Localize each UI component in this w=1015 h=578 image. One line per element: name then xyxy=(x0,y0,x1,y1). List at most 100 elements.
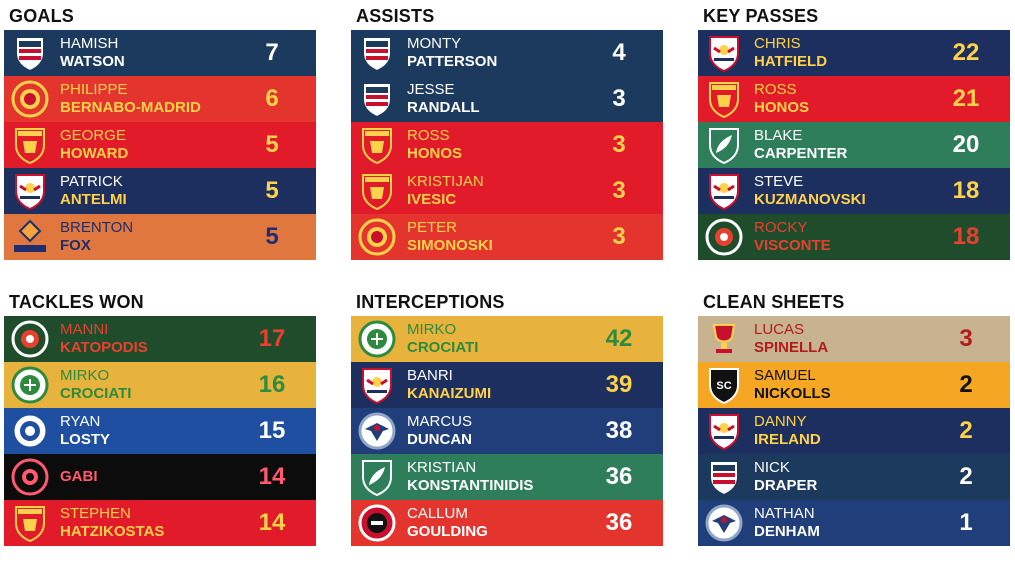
player-last-name: HONOS xyxy=(407,145,463,162)
dunedin-crest-icon xyxy=(355,31,399,75)
player-row: LUCAS SPINELLA 3 xyxy=(698,316,1010,362)
player-name: BANRI KANAIZUMI xyxy=(407,367,491,403)
player-name: LUCAS SPINELLA xyxy=(754,321,828,357)
stat-value: 5 xyxy=(265,131,279,158)
player-last-name: FOX xyxy=(60,237,91,254)
stat-value: 18 xyxy=(952,177,980,204)
panel-goals: GOALS HAMISH WATSON 7 PHILIPPE BERNABO-MADRI… xyxy=(4,0,316,260)
united-crest-icon xyxy=(8,77,52,121)
player-name: BRENTON FOX xyxy=(60,219,133,255)
green-ball-crest-icon xyxy=(355,317,399,361)
player-name: JESSE RANDALL xyxy=(407,81,480,117)
player-row: CHRIS HATFIELD 22 xyxy=(698,30,1010,76)
player-last-name: HOWARD xyxy=(60,145,129,162)
player-last-name: KANAIZUMI xyxy=(407,385,492,402)
stat-value: 2 xyxy=(959,371,973,398)
player-name: STEPHEN HATZIKOSTAS xyxy=(60,505,164,541)
stat-value: 3 xyxy=(612,177,626,204)
player-last-name: CROCIATI xyxy=(60,385,132,402)
player-row: SC SAMUEL NICKOLLS 2 xyxy=(698,362,1010,408)
player-name: ROSS HONOS xyxy=(754,81,809,117)
stat-value: 3 xyxy=(612,85,626,112)
player-first-name: BRENTON xyxy=(60,219,134,236)
player-first-name: PHILIPPE xyxy=(60,81,128,98)
player-name: DANNY IRELAND xyxy=(754,413,821,449)
player-first-name: SAMUEL xyxy=(754,367,816,384)
blue-round-crest-icon xyxy=(8,409,52,453)
trophy-crest-icon xyxy=(702,317,746,361)
player-last-name: HATFIELD xyxy=(754,53,828,70)
stat-value: 1 xyxy=(959,509,973,536)
player-name: MIRKO CROCIATI xyxy=(407,321,478,357)
red-bull-crest-icon xyxy=(355,363,399,407)
player-name: NICK DRAPER xyxy=(754,459,817,495)
player-first-name: MIRKO xyxy=(407,321,457,338)
player-row: MIRKO CROCIATI 16 xyxy=(4,362,316,408)
player-row: JESSE RANDALL 3 xyxy=(351,76,663,122)
red-bull-crest-icon xyxy=(702,31,746,75)
preston-lion-crest-icon xyxy=(8,123,52,167)
dunedin-crest-icon xyxy=(8,31,52,75)
player-last-name: ANTELMI xyxy=(60,191,127,208)
stat-value: 3 xyxy=(612,131,626,158)
player-name: MARCUS DUNCAN xyxy=(407,413,472,449)
player-name: CALLUM GOULDING xyxy=(407,505,488,541)
stat-value: 39 xyxy=(605,371,633,398)
player-row: ROSS HONOS 3 xyxy=(351,122,663,168)
player-first-name: STEVE xyxy=(754,173,804,190)
player-first-name: BANRI xyxy=(407,367,453,384)
red-bull-crest-icon xyxy=(702,409,746,453)
stat-value: 20 xyxy=(952,131,980,158)
player-row: MONTY PATTERSON 4 xyxy=(351,30,663,76)
panel-title: ASSISTS xyxy=(356,6,435,26)
preston-lion-crest-icon xyxy=(355,123,399,167)
player-row: BLAKE CARPENTER 20 xyxy=(698,122,1010,168)
player-name: ROCKY VISCONTE xyxy=(754,219,831,255)
stat-value: 14 xyxy=(258,509,286,536)
player-first-name: MIRKO xyxy=(60,367,110,384)
player-last-name: PATTERSON xyxy=(407,53,498,70)
player-last-name: KATOPODIS xyxy=(60,339,148,356)
panel-title: TACKLES WON xyxy=(9,292,144,312)
panel-clean-sheets: CLEAN SHEETS LUCAS SPINELLA 3 SC SAMUEL NICKO… xyxy=(698,286,1010,546)
player-first-name: ROSS xyxy=(407,127,450,144)
player-last-name: WATSON xyxy=(60,53,125,70)
player-name: MIRKO CROCIATI xyxy=(60,367,131,403)
player-first-name: GEORGE xyxy=(60,127,126,144)
player-last-name: GABI xyxy=(60,468,98,485)
player-row: STEVE KUZMANOVSKI 18 xyxy=(698,168,1010,214)
panel-title: INTERCEPTIONS xyxy=(356,292,505,312)
player-first-name: LUCAS xyxy=(754,321,805,338)
preston-lion-crest-icon xyxy=(702,77,746,121)
player-first-name: NATHAN xyxy=(754,505,815,522)
stat-value: 22 xyxy=(952,39,980,66)
stat-value: 3 xyxy=(959,325,973,352)
player-row: NICK DRAPER 2 xyxy=(698,454,1010,500)
player-first-name: PETER xyxy=(407,219,458,236)
player-first-name: RYAN xyxy=(60,413,101,430)
player-first-name: DANNY xyxy=(754,413,807,430)
player-first-name: JESSE xyxy=(407,81,455,98)
player-name: MANNI KATOPODIS xyxy=(60,321,148,357)
player-last-name: SIMONOSKI xyxy=(407,237,493,254)
player-name: HAMISH WATSON xyxy=(60,35,125,71)
player-last-name: RANDALL xyxy=(407,99,480,116)
player-last-name: LOSTY xyxy=(60,431,111,448)
player-last-name: VISCONTE xyxy=(754,237,831,254)
player-row: DANNY IRELAND 2 xyxy=(698,408,1010,454)
stat-value: 16 xyxy=(258,371,286,398)
stat-value: 4 xyxy=(612,39,626,66)
green-gully-crest-icon xyxy=(702,123,746,167)
player-name: GABI xyxy=(60,468,98,486)
player-last-name: HATZIKOSTAS xyxy=(60,523,165,540)
player-row: PHILIPPE BERNABO-MADRID 6 xyxy=(4,76,316,122)
red-bull-crest-icon xyxy=(702,169,746,213)
stat-value: 21 xyxy=(952,85,980,112)
player-row: MIRKO CROCIATI 42 xyxy=(351,316,663,362)
sc-shield-icon: SC xyxy=(702,363,746,407)
player-last-name: KONSTANTINIDIS xyxy=(407,477,534,494)
lions-fc-logo-icon xyxy=(8,215,52,259)
preston-lion-crest-icon xyxy=(355,169,399,213)
player-first-name: STEPHEN xyxy=(60,505,131,522)
red-bull-crest-icon xyxy=(8,169,52,213)
